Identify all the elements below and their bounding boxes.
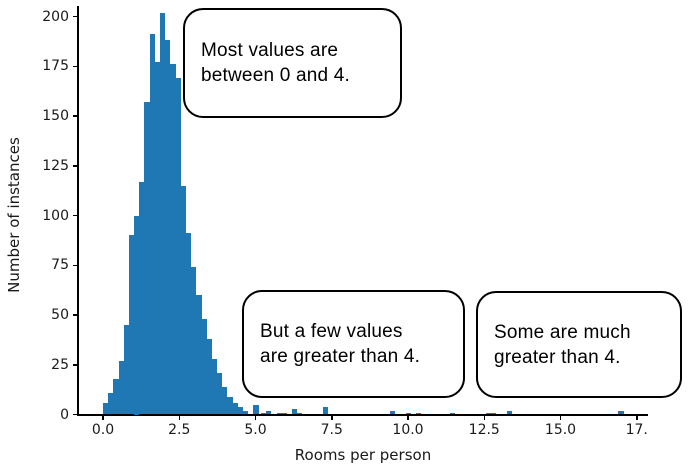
callout-text-line: Some are much: [494, 321, 631, 343]
histogram-bar: [506, 410, 512, 415]
y-tick-label: 100: [42, 207, 69, 224]
y-tick-label: 150: [42, 108, 69, 124]
callout-text-line: greater than 4.: [494, 346, 621, 368]
y-tick-label: 125: [42, 157, 69, 174]
histogram-bar: [292, 408, 298, 415]
callout-text-line: Most values are: [201, 40, 339, 61]
histogram-bar: [149, 34, 155, 415]
y-tick-mark: [72, 314, 77, 316]
histogram-bar: [134, 215, 140, 415]
histogram-bar: [491, 412, 497, 415]
histogram-bar: [237, 406, 243, 415]
x-tick-mark: [178, 415, 180, 421]
histogram-bar: [260, 412, 267, 415]
histogram-bar: [206, 338, 212, 415]
histogram-bar: [222, 386, 228, 415]
x-tick-label: 12.5: [468, 422, 500, 438]
callout-few-values: But a few values are greater than 4.: [242, 290, 465, 398]
histogram-bar: [416, 412, 422, 415]
histogram-bar: [123, 324, 129, 415]
callout-much-greater: Some are much greater than 4.: [476, 291, 682, 398]
histogram-bar: [201, 318, 207, 415]
x-axis-label: Rooms per person: [294, 446, 432, 464]
histogram-bar: [449, 412, 455, 415]
y-tick-label: 75: [51, 257, 69, 274]
x-tick-mark: [636, 415, 638, 421]
histogram-bar: [276, 412, 282, 415]
x-tick-label: 15.0: [544, 422, 577, 438]
x-tick-mark: [407, 415, 409, 421]
histogram-bar: [211, 358, 218, 415]
histogram-bar: [175, 78, 181, 415]
histogram-bar: [618, 410, 624, 415]
histogram-bar: [227, 396, 233, 415]
y-tick-mark: [72, 65, 77, 67]
histogram-bar: [297, 412, 303, 415]
y-tick-mark: [72, 364, 77, 366]
histogram-bar: [118, 360, 124, 415]
x-tick-label: 10.0: [392, 422, 424, 438]
histogram-bar: [253, 404, 259, 415]
x-tick-mark: [102, 415, 104, 421]
y-tick-mark: [72, 15, 77, 18]
histogram-bar: [185, 233, 192, 415]
histogram-bar: [165, 40, 171, 415]
histogram-bar: [281, 412, 287, 415]
histogram-bar: [232, 402, 238, 415]
x-tick-label: 2.5: [168, 422, 191, 438]
y-tick-mark: [72, 165, 77, 167]
callout-text-line: between 0 and 4.: [201, 65, 350, 86]
histogram-bar: [113, 378, 119, 415]
histogram-bar: [390, 410, 396, 415]
histogram-bar: [486, 412, 492, 415]
x-tick-label: 0.0: [91, 422, 115, 438]
callout-text-line: are greater than 4.: [260, 346, 421, 367]
x-tick-mark: [331, 415, 333, 421]
histogram-bar: [217, 372, 223, 415]
histogram-bar: [242, 410, 249, 415]
y-tick-mark: [72, 214, 77, 217]
histogram-bar: [170, 64, 176, 415]
x-tick-mark: [254, 415, 257, 421]
y-tick-label: 50: [51, 307, 69, 323]
x-tick-mark: [483, 415, 485, 421]
y-tick-mark: [72, 115, 77, 117]
y-tick-label: 0: [60, 406, 69, 423]
x-tick-mark: [559, 415, 562, 421]
x-tick-label: 5.0: [244, 422, 267, 438]
y-tick-mark: [72, 264, 77, 266]
histogram-bar: [108, 392, 114, 415]
histogram-bar: [144, 102, 150, 415]
histogram-bar: [128, 235, 135, 415]
y-tick-label: 175: [42, 58, 69, 75]
y-tick-mark: [72, 413, 77, 416]
histogram-bar: [405, 412, 412, 415]
callout-text-line: But a few values: [260, 321, 403, 342]
x-axis-spine: [77, 414, 648, 416]
histogram-bar: [160, 12, 166, 415]
histogram-bar: [191, 267, 197, 415]
x-tick-label: 17.: [625, 422, 648, 438]
histogram-bar: [154, 62, 161, 415]
histogram-bar: [266, 410, 272, 415]
callout-most-values: Most values are between 0 and 4.: [183, 8, 402, 118]
histogram-bar: [322, 406, 329, 415]
histogram-bar: [180, 185, 186, 415]
histogram-bar: [196, 295, 202, 415]
histogram-bar: [139, 181, 145, 415]
histogram-bar: [103, 402, 109, 415]
y-axis-spine: [77, 6, 79, 415]
y-tick-label: 200: [42, 8, 69, 25]
x-tick-label: 7.5: [320, 422, 343, 438]
y-tick-label: 25: [51, 356, 69, 373]
